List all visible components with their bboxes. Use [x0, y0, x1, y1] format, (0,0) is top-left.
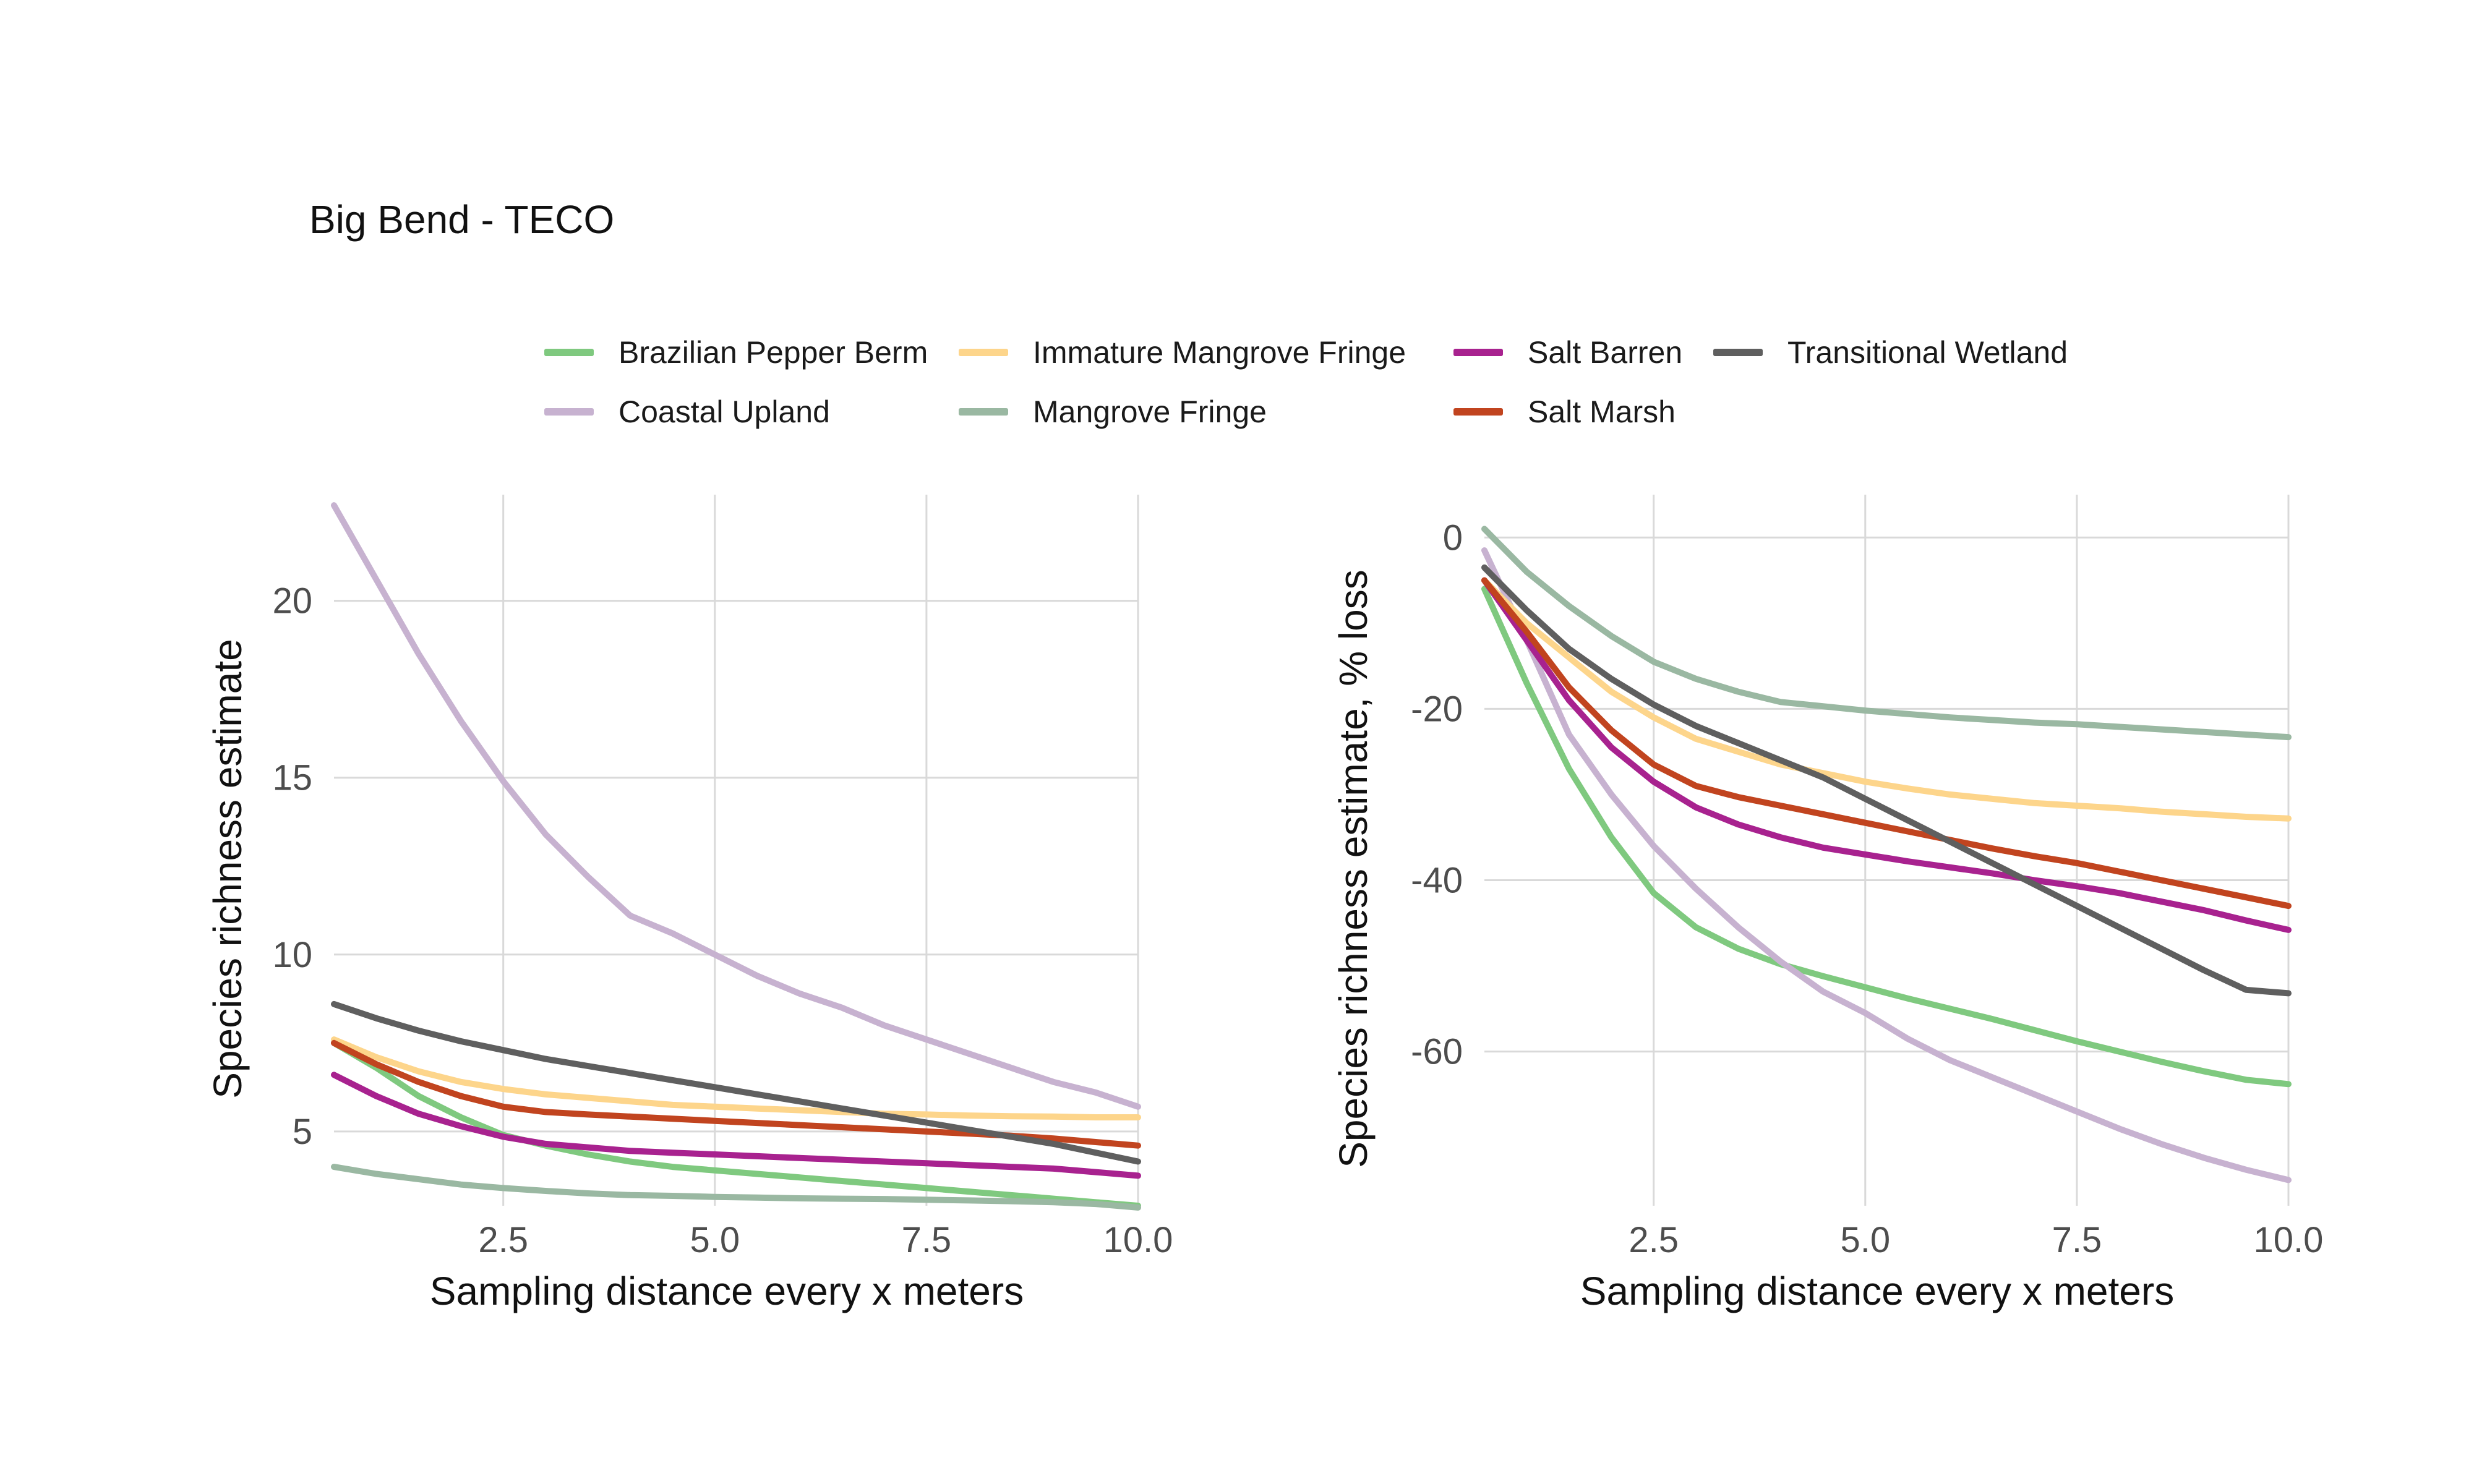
legend-label: Brazilian Pepper Berm — [618, 335, 928, 370]
y-tick-label: 10 — [272, 935, 312, 975]
legend-item: Salt Barren — [1453, 322, 1682, 383]
series-line — [331, 502, 1141, 1110]
legend-label: Mangrove Fringe — [1033, 394, 1267, 429]
series-line — [331, 1164, 1141, 1211]
legend-label: Salt Marsh — [1528, 394, 1676, 429]
legend-item: Transitional Wetland — [1713, 322, 2068, 383]
legend-key — [544, 408, 594, 416]
legend-key — [959, 408, 1008, 416]
y-tick-label: 5 — [293, 1112, 312, 1152]
legend-item: Coastal Upland — [544, 381, 830, 443]
x-tick-label: 7.5 — [902, 1220, 952, 1260]
x-tick-label: 7.5 — [2052, 1220, 2102, 1260]
x-tick-label: 10.0 — [1103, 1220, 1173, 1260]
legend-key — [959, 349, 1008, 356]
series-line — [1481, 526, 2292, 741]
x-tick-label: 5.0 — [1840, 1220, 1890, 1260]
legend-item: Mangrove Fringe — [959, 381, 1267, 443]
y-tick-label: -60 — [1411, 1032, 1463, 1072]
series-line — [1481, 564, 2292, 997]
series-line — [1481, 577, 2292, 933]
y-tick-label: -40 — [1411, 860, 1463, 900]
y-tick-label: 20 — [272, 581, 312, 621]
legend-key — [1453, 408, 1503, 416]
x-tick-label: 2.5 — [478, 1220, 528, 1260]
series-line — [331, 1039, 1141, 1209]
series-line — [331, 1072, 1141, 1179]
series-line — [331, 1039, 1141, 1149]
legend-key — [1453, 349, 1503, 356]
legend-label: Transitional Wetland — [1787, 335, 2068, 370]
series-line — [1481, 586, 2292, 1088]
x-axis-title: Sampling distance every x meters — [430, 1269, 1024, 1313]
x-tick-label: 2.5 — [1629, 1220, 1679, 1260]
series-line — [331, 1000, 1141, 1165]
series-line — [1481, 577, 2292, 910]
series-line — [331, 1036, 1141, 1120]
x-tick-label: 10.0 — [2254, 1220, 2324, 1260]
y-tick-label: 0 — [1443, 518, 1463, 558]
left-panel: 2.5 5.0 7.5 10.0 5 10 15 20 Sampling distance ev… — [205, 495, 1173, 1313]
figure-title: Big Bend - TECO — [309, 197, 615, 242]
y-axis-title: Species richness estimate, % loss — [1331, 569, 1376, 1168]
legend-key — [544, 349, 594, 356]
legend-label: Immature Mangrove Fringe — [1033, 335, 1406, 370]
legend-item: Brazilian Pepper Berm — [544, 322, 928, 383]
x-axis-title: Sampling distance every x meters — [1580, 1269, 2174, 1313]
legend-item: Immature Mangrove Fringe — [959, 322, 1406, 383]
legend-key — [1713, 349, 1763, 356]
legend-label: Salt Barren — [1528, 335, 1683, 370]
y-tick-label: -20 — [1411, 689, 1463, 729]
legend: Brazilian Pepper Berm Coastal Upland Immat… — [544, 322, 2152, 445]
legend-item: Salt Marsh — [1453, 381, 1676, 443]
series-line — [1481, 547, 2292, 1183]
series-line — [1481, 577, 2292, 822]
x-tick-label: 5.0 — [690, 1220, 740, 1260]
y-axis-title: Species richness estimate — [205, 639, 250, 1098]
right-panel: 2.5 5.0 7.5 10.0 0 -20 -40 -60 Sampling distance… — [1331, 495, 2323, 1313]
legend-label: Coastal Upland — [618, 394, 830, 429]
y-tick-label: 15 — [272, 758, 312, 798]
